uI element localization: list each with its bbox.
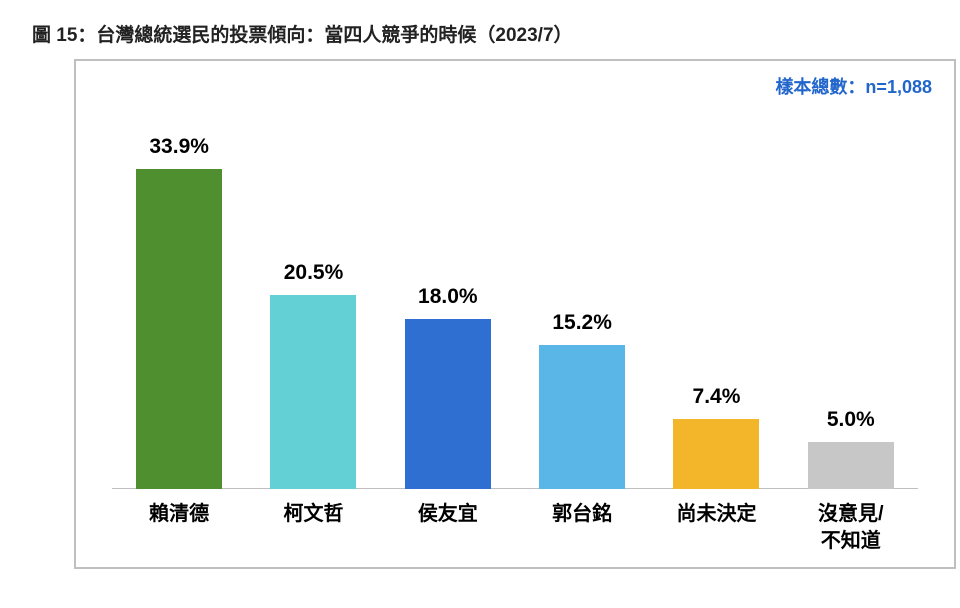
bar-value-4: 7.4% <box>693 385 741 409</box>
bar-undecided: 7.4% <box>673 419 759 489</box>
bar-slot-5: 5.0% <box>784 111 918 489</box>
bars-container: 33.9% 20.5% 18.0% 15.2% <box>112 111 918 489</box>
bar-value-3: 15.2% <box>552 311 612 335</box>
cat-label-3: 郭台銘 <box>515 489 649 567</box>
cat-label-4: 尚未決定 <box>649 489 783 567</box>
bar-gou: 15.2% <box>539 345 625 489</box>
bar-slot-1: 20.5% <box>246 111 380 489</box>
page-root: 圖 15：台灣總統選民的投票傾向：當四人競爭的時候（2023/7） 樣本總數：n… <box>0 0 960 608</box>
bar-ko: 20.5% <box>270 295 356 489</box>
bar-hou: 18.0% <box>405 319 491 489</box>
bar-slot-2: 18.0% <box>381 111 515 489</box>
cat-label-5: 沒意見/ 不知道 <box>784 489 918 567</box>
sample-size-label: 樣本總數：n=1,088 <box>775 73 932 99</box>
bar-slot-3: 15.2% <box>515 111 649 489</box>
bar-value-2: 18.0% <box>418 285 478 309</box>
bar-noopinion: 5.0% <box>808 442 894 489</box>
plot-area: 33.9% 20.5% 18.0% 15.2% <box>112 111 918 489</box>
bar-slot-4: 7.4% <box>649 111 783 489</box>
bar-value-5: 5.0% <box>827 408 875 432</box>
bar-lai: 33.9% <box>136 169 222 489</box>
cat-label-2: 侯友宜 <box>381 489 515 567</box>
bar-value-0: 33.9% <box>149 135 209 159</box>
chart-title: 圖 15：台灣總統選民的投票傾向：當四人競爭的時候（2023/7） <box>32 20 930 47</box>
cat-label-0: 賴清德 <box>112 489 246 567</box>
bar-value-1: 20.5% <box>284 261 344 285</box>
bar-slot-0: 33.9% <box>112 111 246 489</box>
cat-label-1: 柯文哲 <box>246 489 380 567</box>
plot-frame: 樣本總數：n=1,088 33.9% 20.5% 18.0% <box>74 59 956 569</box>
category-labels: 賴清德 柯文哲 侯友宜 郭台銘 尚未決定 沒意見/ 不知道 <box>112 489 918 567</box>
